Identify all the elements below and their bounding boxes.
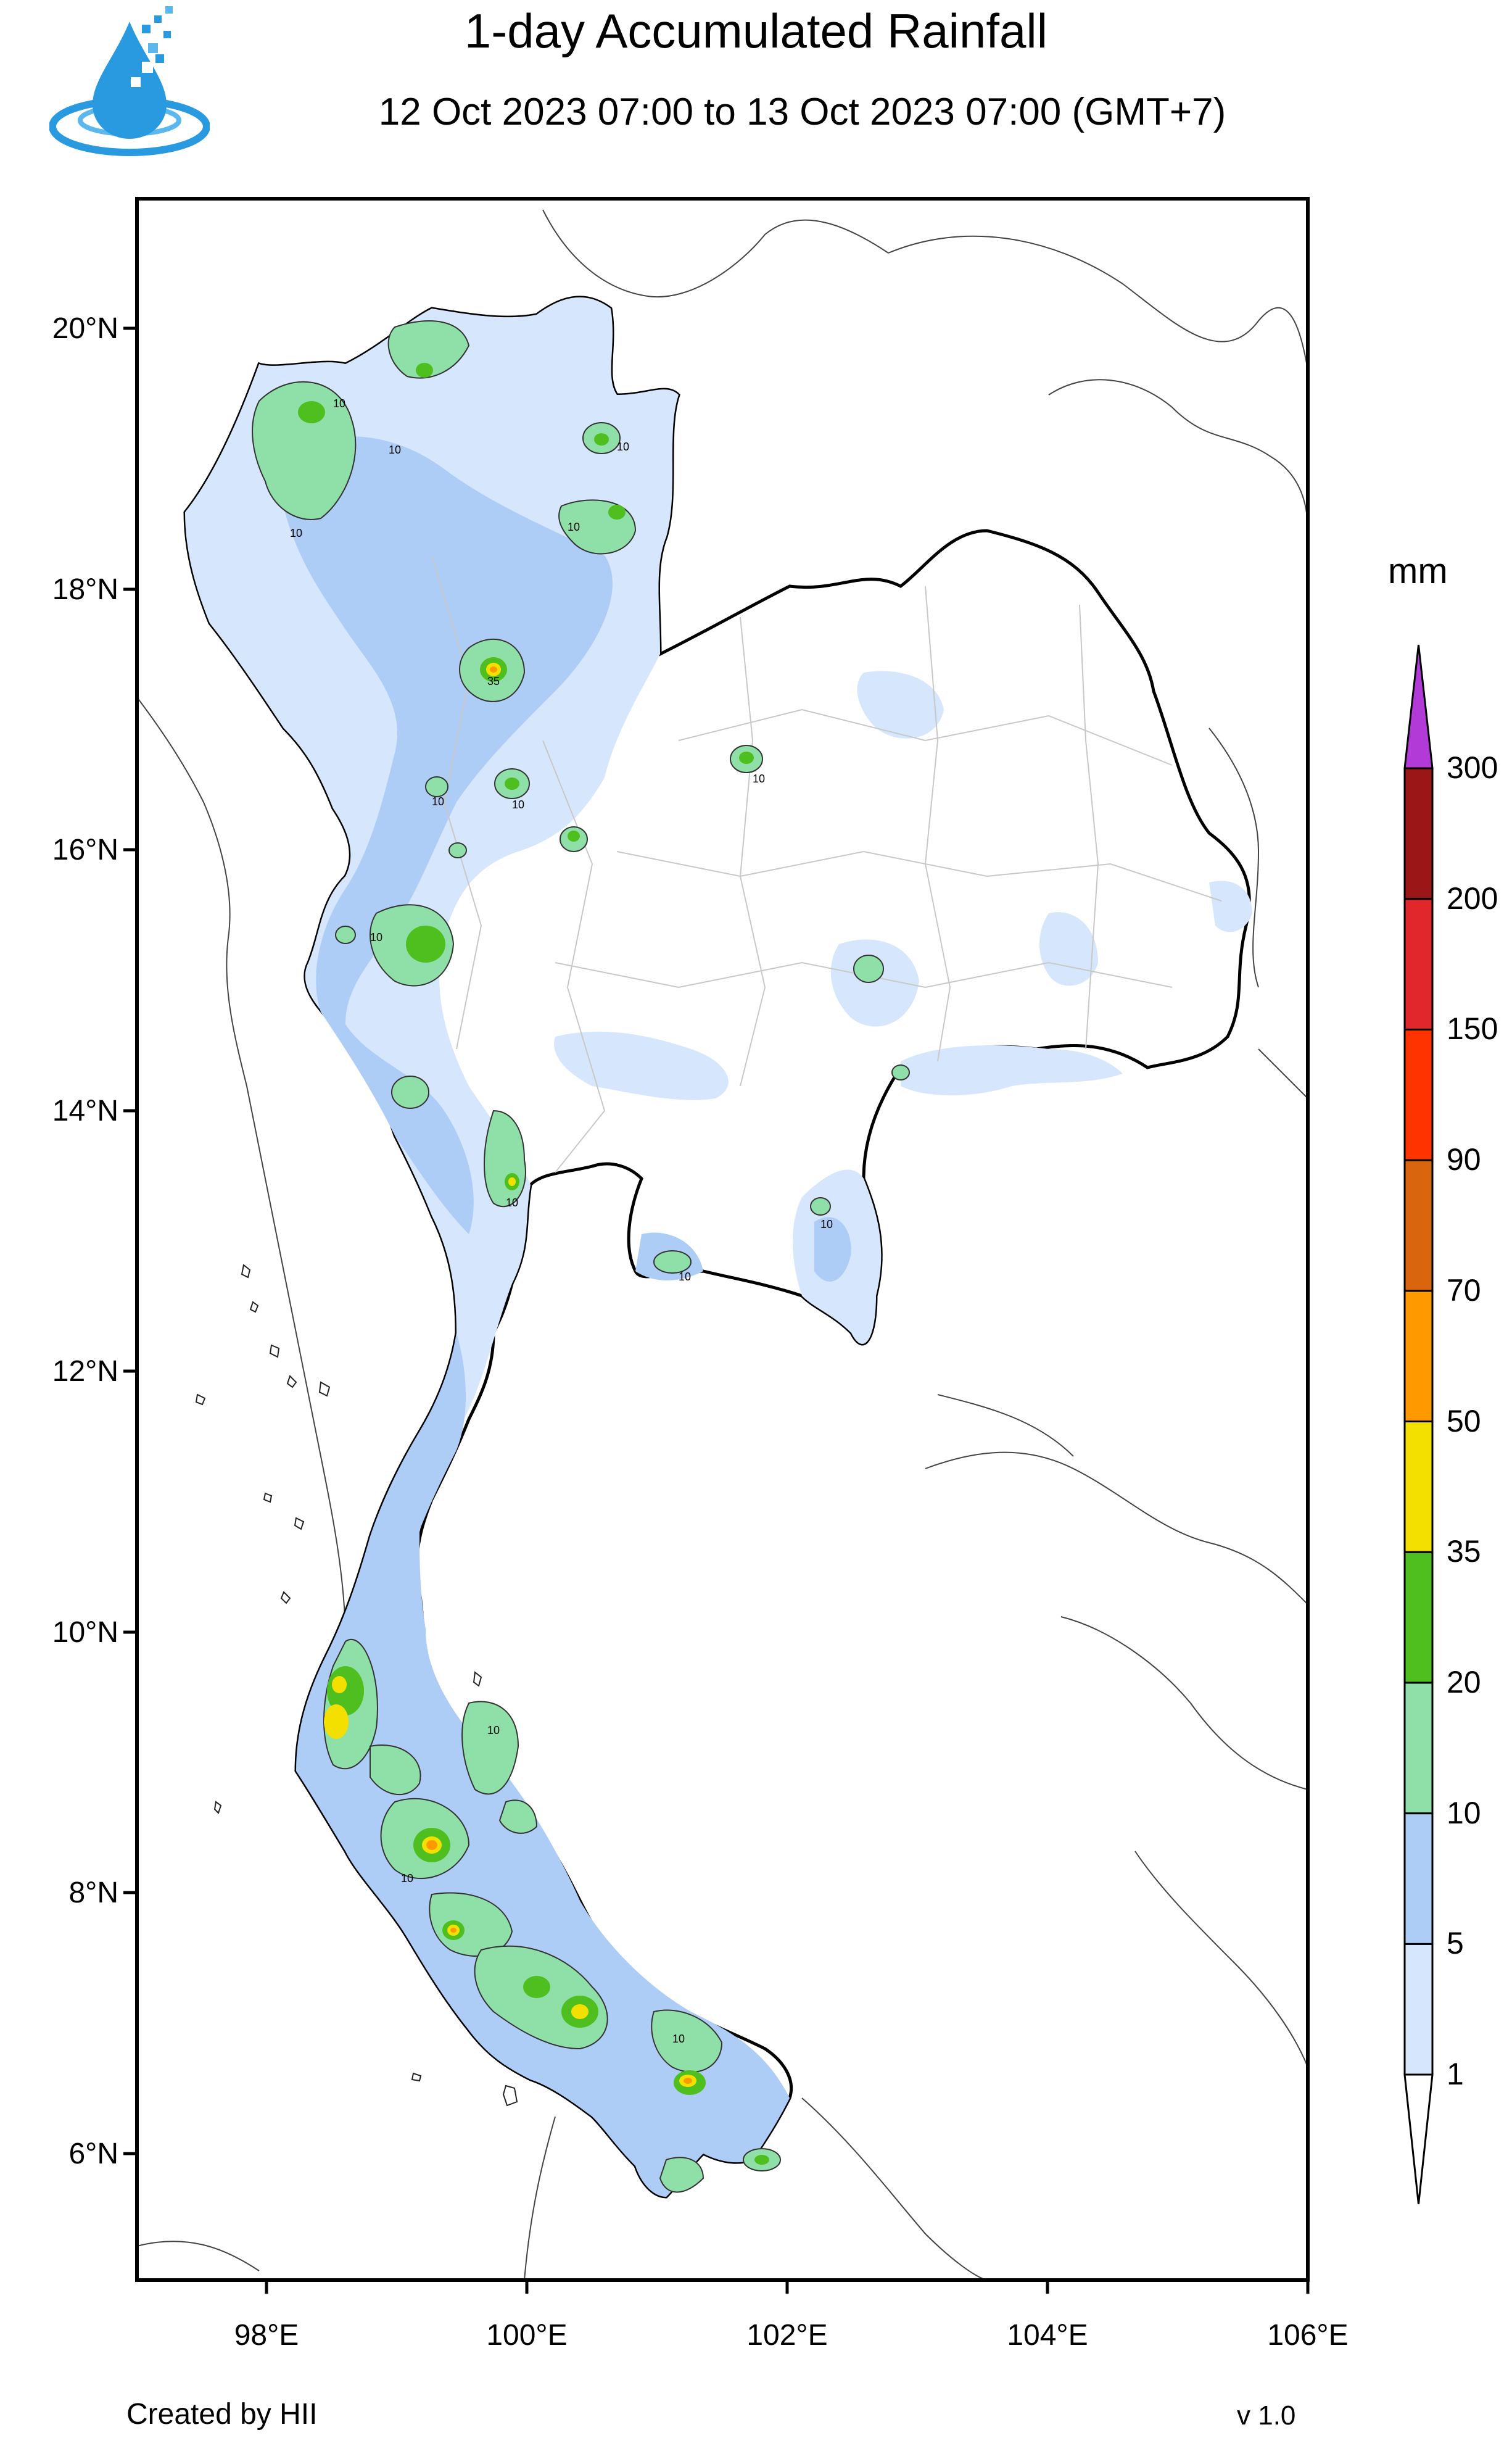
- lat-label: 14°N: [52, 1095, 118, 1127]
- contour-label: 10: [568, 521, 580, 533]
- legend-level-label: 1: [1447, 2057, 1464, 2091]
- coastal-islands: [195, 1264, 518, 2107]
- legend-swatch: [1403, 1551, 1434, 1684]
- legend-colorbar: [1403, 644, 1434, 2205]
- lon-label: 104°E: [1007, 2319, 1088, 2352]
- credit-text: Created by HII: [126, 2398, 318, 2431]
- legend-swatch: [1403, 1682, 1434, 1815]
- contour-label: 10: [820, 1218, 833, 1230]
- legend-swatch: [1403, 1812, 1434, 1945]
- contour-label: 10: [333, 397, 345, 410]
- legend-swatch: [1403, 767, 1434, 900]
- contour-label: 10: [512, 798, 524, 811]
- lat-label: 18°N: [52, 573, 118, 606]
- lat-label: 12°N: [52, 1355, 118, 1388]
- longitude-labels: 98°E 100°E 102°E 104°E 106°E: [234, 2319, 1349, 2352]
- contour-label: 10: [506, 1197, 518, 1209]
- lat-label: 20°N: [52, 312, 118, 345]
- contour-label: 10: [679, 1271, 691, 1283]
- contour-label: 10: [370, 931, 382, 944]
- legend-level-label: 20: [1447, 1664, 1481, 1699]
- neighbor-borders: [137, 209, 1308, 2280]
- legend-level-label: 150: [1447, 1011, 1498, 1047]
- map-title: 1-day Accumulated Rainfall: [464, 4, 1048, 58]
- lat-label: 6°N: [68, 2138, 118, 2170]
- contour-label: 10: [290, 527, 302, 539]
- legend-level-label: 200: [1447, 881, 1498, 916]
- legend-swatch: [1403, 1290, 1434, 1423]
- contour-label: 35: [487, 675, 500, 687]
- water-drop-logo-icon: [49, 6, 210, 156]
- lat-label: 10°N: [52, 1616, 118, 1649]
- legend-swatch: [1403, 644, 1434, 769]
- legend-swatch: [1403, 898, 1434, 1031]
- contour-label: 10: [487, 1724, 500, 1736]
- map-frame-border: [123, 197, 1310, 2294]
- contour-label: 10: [672, 2033, 685, 2045]
- legend-level-label: 10: [1447, 1795, 1481, 1830]
- rainfall-cells: [252, 320, 910, 2193]
- legend-level-label: 300: [1447, 750, 1498, 785]
- contour-label: 10: [617, 441, 629, 453]
- legend-swatch: [1403, 1028, 1434, 1161]
- legend-swatch: [1403, 1943, 1434, 2076]
- legend-level-label: 5: [1447, 1926, 1464, 1961]
- contour-label: 10: [753, 773, 765, 785]
- lon-label: 102°E: [746, 2319, 827, 2352]
- contour-label: 10: [432, 795, 444, 808]
- lat-label: 16°N: [52, 834, 118, 866]
- latitude-labels: 20°N 18°N 16°N 14°N 12°N 10°N 8°N 6°N: [52, 312, 118, 2170]
- lat-label: 8°N: [68, 1877, 118, 1909]
- legend-swatch: [1403, 2073, 1434, 2205]
- contour-label: 10: [401, 1872, 413, 1885]
- contour-label: 10: [389, 444, 401, 456]
- version-text: v 1.0: [1237, 2400, 1296, 2431]
- legend-level-label: 35: [1447, 1534, 1481, 1569]
- legend-swatch: [1403, 1421, 1434, 1553]
- map-subtitle: 12 Oct 2023 07:00 to 13 Oct 2023 07:00 (…: [378, 91, 1226, 133]
- legend-level-label: 50: [1447, 1403, 1481, 1438]
- legend-units: mm: [1388, 551, 1448, 591]
- lon-label: 98°E: [234, 2319, 299, 2352]
- thailand-outline: [183, 296, 1252, 2199]
- legend-level-label: 70: [1447, 1272, 1481, 1308]
- legend-swatch: [1403, 1159, 1434, 1292]
- province-boundaries: [431, 555, 1222, 1173]
- lon-label: 100°E: [486, 2319, 567, 2352]
- legend-level-label: 90: [1447, 1142, 1481, 1177]
- contour-labels: 10 10 10 10 10 35 10 10 10 10 10 10 10 1…: [290, 397, 833, 2045]
- lon-label: 106°E: [1267, 2319, 1348, 2352]
